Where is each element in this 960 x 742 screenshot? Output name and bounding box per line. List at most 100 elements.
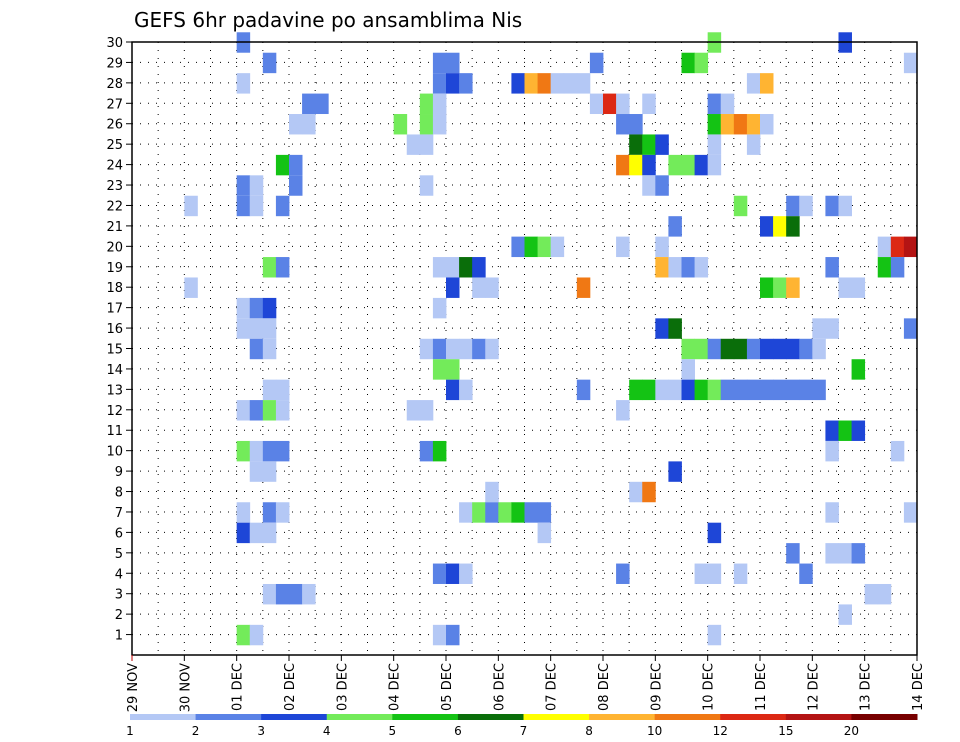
x-tick-label: 09 DEC (649, 663, 664, 711)
precip-cell (616, 236, 630, 258)
y-tick-label: 18 (106, 281, 123, 296)
precip-cell (864, 583, 879, 605)
precip-cell (302, 93, 316, 115)
precip-cell (236, 400, 251, 421)
y-tick-label: 14 (106, 363, 123, 378)
legend-swatch (589, 714, 656, 720)
y-tick-label: 26 (106, 118, 123, 133)
x-tick-label: 07 DEC (545, 663, 560, 711)
precip-cell (459, 73, 473, 94)
legend-label: 5 (389, 724, 397, 738)
legend-label: 8 (585, 724, 593, 738)
precip-cell (655, 257, 669, 278)
y-tick-label: 1 (115, 629, 123, 644)
precip-cell (289, 583, 303, 605)
precip-cell (668, 461, 682, 482)
legend-swatch (261, 714, 328, 720)
precip-cell (720, 379, 735, 401)
precip-cell (799, 379, 813, 401)
precip-cell (576, 73, 591, 94)
precip-cell (890, 236, 905, 258)
x-tick-label: 10 DEC (702, 663, 717, 711)
precip-cell (733, 379, 748, 401)
y-tick-label: 9 (115, 465, 123, 480)
y-tick-label: 7 (115, 506, 123, 521)
precip-cell (786, 277, 800, 298)
y-tick-label: 4 (115, 567, 123, 582)
precip-cell (576, 277, 591, 298)
precip-cell (446, 73, 460, 94)
precip-cell (668, 216, 682, 237)
precip-cell (707, 522, 722, 544)
precip-cell (681, 154, 695, 176)
x-tick-label: 05 DEC (440, 663, 455, 711)
y-axis: 1234567891011121314151617181920212223242… (106, 36, 132, 644)
x-tick-label: 01 DEC (231, 663, 246, 711)
precip-cell (432, 440, 447, 462)
precip-cell (694, 52, 709, 74)
precip-cell (838, 543, 852, 564)
precip-cell (524, 236, 538, 258)
precip-cell (760, 277, 774, 298)
precip-cell (419, 134, 434, 155)
precip-cell (786, 338, 800, 360)
precip-cell (851, 420, 866, 441)
precip-cell (432, 257, 447, 278)
precip-cell (446, 52, 460, 74)
x-tick-label: 06 DEC (492, 663, 507, 711)
precip-cell (825, 440, 839, 462)
precip-cell (550, 73, 565, 94)
x-tick-label: 02 DEC (283, 663, 298, 711)
legend-swatch (326, 714, 393, 720)
precip-cell (563, 73, 578, 94)
precip-cell (262, 297, 277, 319)
precip-cell (851, 277, 866, 298)
precip-cell (459, 257, 473, 278)
precip-cell (851, 543, 866, 564)
precip-cell (393, 114, 408, 135)
precip-cell (275, 400, 290, 421)
precip-cell (616, 154, 630, 176)
precip-cell (537, 73, 552, 94)
legend-swatch (457, 714, 524, 720)
precip-cell (459, 563, 473, 584)
precip-cell (511, 502, 525, 523)
precip-cell (446, 563, 460, 584)
y-tick-label: 19 (106, 261, 123, 276)
precip-cell (472, 502, 486, 523)
precip-cell (799, 338, 813, 360)
precip-cell (249, 624, 264, 646)
precipitation-cells (184, 32, 918, 646)
precip-cell (485, 277, 499, 298)
precip-cell (629, 481, 643, 503)
precip-cell (825, 195, 839, 217)
precip-cell (524, 502, 538, 523)
x-tick-label: 03 DEC (335, 663, 350, 711)
precip-cell (485, 338, 499, 360)
precip-cell (249, 461, 264, 482)
legend-label: 3 (257, 724, 265, 738)
y-tick-label: 25 (106, 138, 123, 153)
precip-cell (786, 379, 800, 401)
legend-swatch (130, 714, 197, 720)
precip-cell (616, 400, 630, 421)
precip-cell (262, 400, 277, 421)
precip-cell (812, 379, 826, 401)
precip-cell (825, 543, 839, 564)
precip-cell (707, 93, 722, 115)
precip-cell (262, 379, 277, 401)
precip-cell (262, 522, 277, 544)
y-tick-label: 21 (106, 220, 123, 235)
precip-cell (733, 195, 748, 217)
precip-cell (760, 379, 774, 401)
precip-cell (236, 297, 251, 319)
precip-cell (720, 338, 735, 360)
precip-cell (694, 563, 709, 584)
y-tick-label: 30 (106, 36, 123, 51)
precip-cell (786, 543, 800, 564)
precip-cell (262, 52, 277, 74)
precip-cell (249, 297, 264, 319)
precip-cell (446, 257, 460, 278)
precip-cell (616, 93, 630, 115)
legend-label: 4 (323, 724, 331, 738)
